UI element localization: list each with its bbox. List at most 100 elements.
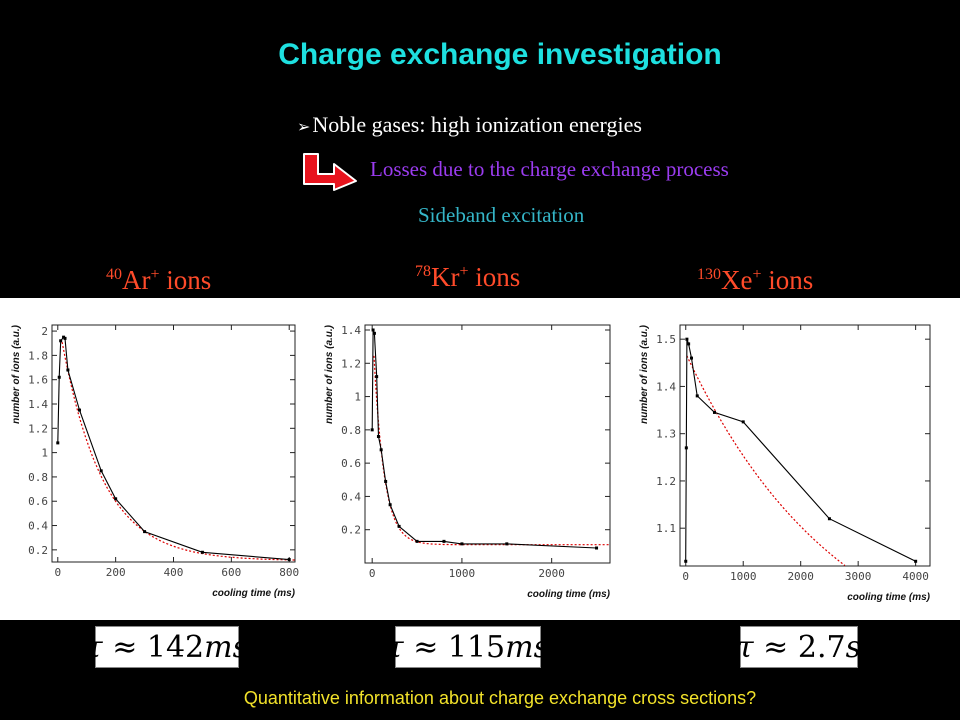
ion-label-kr: 78Kr+ ions bbox=[415, 262, 521, 292]
ion-label-ar: 40Ar+ ions bbox=[106, 265, 212, 295]
y-tick-label: 0.6 bbox=[341, 457, 361, 470]
y-tick-label: 1.4 bbox=[656, 380, 676, 393]
plot-frame bbox=[364, 324, 611, 564]
data-point bbox=[66, 368, 70, 372]
x-tick-label: 2000 bbox=[538, 567, 565, 580]
arrowhead-bullet-icon: ➢ bbox=[297, 117, 311, 136]
data-point bbox=[384, 479, 388, 483]
fit-curve bbox=[373, 355, 610, 546]
plot-kr: 0 1000 2000 0.2 0.4 0.6 0.8 1 1.2 1.4 cooling time… bbox=[324, 324, 611, 600]
x-axis-label: cooling time (ms) bbox=[527, 589, 610, 600]
data-point bbox=[56, 441, 60, 445]
question-text: Quantitative information about charge ex… bbox=[243, 688, 757, 708]
x-tick-label: 2000 bbox=[787, 570, 814, 583]
data-point bbox=[200, 550, 204, 554]
y-tick-label: 1.4 bbox=[28, 398, 48, 411]
data-point bbox=[687, 342, 691, 346]
y-tick-label: 1.6 bbox=[28, 374, 48, 387]
y-tick-label: 1.3 bbox=[656, 428, 676, 441]
y-axis-label: number of ions (a.u.) bbox=[639, 324, 650, 424]
bullet-noble-gases: ➢Noble gases: high ionization energies bbox=[297, 112, 642, 138]
fit-curve bbox=[61, 341, 295, 561]
ion-label-xe: 130Xe+ ions bbox=[697, 265, 814, 295]
data-point bbox=[712, 410, 716, 414]
tau-box-ar: τ ≈ 142 ms bbox=[86, 626, 248, 668]
data-point bbox=[741, 420, 745, 424]
x-tick-label: 0 bbox=[682, 570, 689, 583]
data-point bbox=[397, 524, 401, 528]
x-tick-label: 400 bbox=[164, 566, 184, 579]
red-bent-arrow-icon bbox=[303, 153, 357, 191]
data-point bbox=[114, 497, 118, 501]
data-line bbox=[371, 329, 597, 549]
data-point bbox=[460, 542, 464, 546]
data-point bbox=[684, 559, 688, 563]
x-tick-label: 200 bbox=[106, 566, 126, 579]
x-axis-label: cooling time (ms) bbox=[212, 588, 295, 599]
data-point bbox=[415, 539, 419, 543]
y-tick-label: 1.4 bbox=[341, 324, 361, 337]
x-tick-label: 600 bbox=[221, 566, 241, 579]
x-axis-label: cooling time (ms) bbox=[847, 592, 930, 603]
sideband-text: Sideband excitation bbox=[418, 203, 585, 227]
x-tick-label: 800 bbox=[279, 566, 299, 579]
y-tick-label: 1.2 bbox=[28, 422, 48, 435]
y-tick-label: 0.8 bbox=[28, 471, 48, 484]
tau-box-xe: τ ≈ 2.7 s bbox=[737, 626, 861, 668]
y-tick-label: 0.4 bbox=[28, 520, 48, 533]
y-tick-label: 1.8 bbox=[28, 349, 48, 362]
x-tick-label: 0 bbox=[54, 566, 61, 579]
data-point bbox=[595, 546, 599, 550]
data-point bbox=[63, 336, 67, 340]
data-point bbox=[388, 503, 392, 507]
data-point bbox=[442, 539, 446, 543]
y-tick-label: 1.2 bbox=[656, 475, 676, 488]
plot-ar: 0 200 400 600 800 0.2 0.4 0.6 0.8 1 1.2 1.4 1.6 1.8 2 c… bbox=[11, 324, 299, 599]
y-axis-label: number of ions (a.u.) bbox=[324, 324, 335, 424]
tau-box-kr: τ ≈ 115 ms bbox=[387, 626, 549, 668]
y-tick-label: 0.8 bbox=[341, 424, 361, 437]
data-point bbox=[371, 328, 375, 332]
data-point bbox=[689, 356, 693, 360]
losses-text: Losses due to the charge exchange proces… bbox=[370, 157, 729, 181]
data-point bbox=[287, 558, 291, 562]
y-tick-label: 1.2 bbox=[341, 357, 361, 370]
bullet-text: Noble gases: high ionization energies bbox=[312, 112, 642, 137]
plot-xe: 0 1000 2000 3000 4000 1.1 1.2 1.3 1.4 1.5 cooling … bbox=[639, 324, 931, 603]
y-tick-label: 1 bbox=[354, 391, 361, 404]
data-point bbox=[376, 435, 380, 439]
data-point bbox=[143, 530, 147, 534]
data-point bbox=[59, 339, 63, 343]
fit-curve bbox=[686, 355, 846, 566]
data-point bbox=[379, 448, 383, 452]
data-point bbox=[695, 394, 699, 398]
y-tick-label: 0.6 bbox=[28, 495, 48, 508]
data-point bbox=[914, 559, 918, 563]
plots-panel: 0 200 400 600 800 0.2 0.4 0.6 0.8 1 1.2 1.4 1.6 1.8 2 c… bbox=[0, 298, 960, 620]
plot-frame bbox=[679, 324, 931, 567]
y-tick-label: 0.4 bbox=[341, 490, 361, 503]
x-tick-label: 1000 bbox=[730, 570, 757, 583]
data-point bbox=[57, 375, 61, 379]
data-point bbox=[827, 517, 831, 521]
data-line bbox=[57, 336, 290, 561]
data-point bbox=[685, 337, 689, 341]
x-tick-label: 0 bbox=[369, 567, 376, 580]
x-tick-label: 3000 bbox=[845, 570, 872, 583]
y-tick-label: 1 bbox=[41, 447, 48, 460]
plot-frame bbox=[51, 324, 296, 563]
y-tick-label: 0.2 bbox=[341, 524, 361, 537]
y-tick-label: 2 bbox=[41, 325, 48, 338]
x-tick-label: 1000 bbox=[449, 567, 476, 580]
data-point bbox=[99, 469, 103, 473]
y-tick-label: 0.2 bbox=[28, 544, 48, 557]
data-point bbox=[372, 331, 376, 335]
y-axis-label: number of ions (a.u.) bbox=[11, 324, 22, 424]
data-point bbox=[370, 428, 374, 432]
data-line bbox=[685, 339, 916, 562]
y-tick-label: 1.1 bbox=[656, 522, 676, 535]
data-point bbox=[684, 446, 688, 450]
slide-title: Charge exchange investigation bbox=[278, 38, 722, 71]
x-tick-label: 4000 bbox=[902, 570, 929, 583]
y-tick-label: 1.5 bbox=[656, 333, 676, 346]
